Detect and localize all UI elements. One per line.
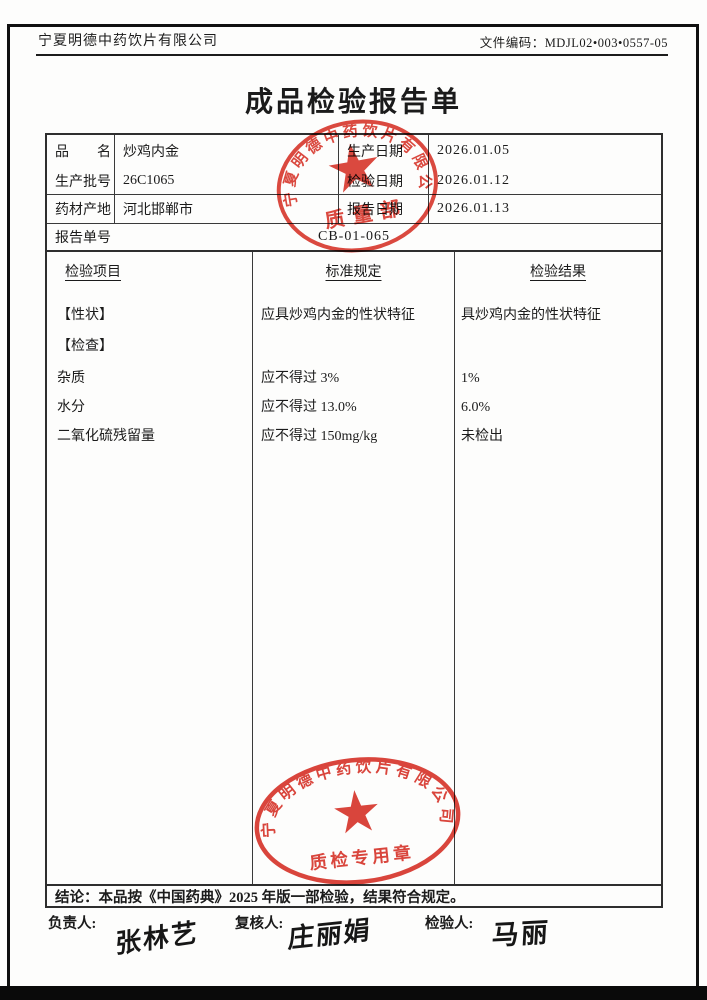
inspection-table: 检验项目 【性状】 【检查】 杂质 水分 二氧化硫残留量 标准规定 应具炒鸡内金… bbox=[45, 250, 663, 886]
result-check bbox=[455, 337, 661, 357]
standard-moisture: 应不得过 13.0% bbox=[261, 400, 357, 415]
results-column: 检验结果 具炒鸡内金的性状特征 1% 6.0% 未检出 bbox=[454, 252, 661, 884]
page-frame-left bbox=[7, 24, 10, 1000]
page-title: 成品检验报告单 bbox=[244, 87, 462, 118]
inspector-label: 检验人: bbox=[425, 916, 474, 932]
product-name-label: 品 名 bbox=[47, 135, 115, 167]
conclusion-row: 结论：本品按《中国药典》2025 年版一部检验，结果符合规定。 bbox=[45, 884, 663, 908]
header-rule bbox=[36, 54, 668, 56]
result-so2: 未检出 bbox=[461, 429, 503, 444]
report-date-label: 报告日期 bbox=[339, 195, 429, 224]
origin-label: 药材产地 bbox=[47, 195, 115, 224]
result-moisture: 6.0% bbox=[461, 400, 491, 415]
report-no-label: 报告单号 bbox=[55, 231, 111, 246]
item-moisture: 水分 bbox=[57, 400, 85, 415]
page-frame-bottom bbox=[0, 986, 707, 1000]
company-name: 宁夏明德中药饮片有限公司 bbox=[38, 34, 218, 49]
inspection-items-column: 检验项目 【性状】 【检查】 杂质 水分 二氧化硫残留量 bbox=[47, 252, 252, 884]
standard-check bbox=[253, 337, 454, 357]
origin-value: 河北邯郸市 bbox=[115, 195, 339, 224]
item-check: 【检查】 bbox=[57, 339, 113, 354]
column-header-standard: 标准规定 bbox=[325, 265, 382, 280]
report-no-value: CB-01-065 bbox=[318, 229, 390, 244]
product-name-value: 炒鸡内金 bbox=[115, 135, 339, 167]
production-date-value: 2026.01.05 bbox=[437, 143, 510, 158]
production-date-label: 生产日期 bbox=[339, 135, 429, 167]
inspection-date-label: 检验日期 bbox=[339, 167, 429, 195]
item-impurity: 杂质 bbox=[57, 371, 85, 386]
reviewer-signature: 庄丽娟 bbox=[287, 915, 373, 954]
standard-appearance: 应具炒鸡内金的性状特征 bbox=[261, 308, 415, 323]
document-code: 文件编码：MDJL02•003•0557-05 bbox=[479, 36, 668, 50]
result-impurity: 1% bbox=[461, 371, 480, 386]
column-header-result: 检验结果 bbox=[530, 265, 586, 280]
conclusion-text: 结论：本品按《中国药典》2025 年版一部检验，结果符合规定。 bbox=[55, 889, 465, 906]
result-appearance: 具炒鸡内金的性状特征 bbox=[461, 308, 601, 323]
inspection-date-value: 2026.01.12 bbox=[429, 167, 661, 195]
responsible-person-signature: 张林艺 bbox=[115, 918, 199, 960]
standard-so2: 应不得过 150mg/kg bbox=[261, 429, 378, 444]
product-info-table: 品 名 炒鸡内金 生产日期 2026.01.05 生产批号 26C1065 检验… bbox=[45, 133, 663, 252]
page-frame-top bbox=[8, 24, 698, 27]
batch-no-value: 26C1065 bbox=[115, 167, 339, 195]
page-frame-right bbox=[696, 24, 699, 1000]
column-header-items: 检验项目 bbox=[65, 265, 121, 280]
report-date-value: 2026.01.13 bbox=[429, 195, 661, 224]
item-appearance: 【性状】 bbox=[57, 308, 113, 323]
standards-column: 标准规定 应具炒鸡内金的性状特征 应不得过 3% 应不得过 13.0% 应不得过… bbox=[252, 252, 454, 884]
report-no-row: 报告单号 CB-01-065 bbox=[47, 224, 661, 250]
reviewer-label: 复核人: bbox=[235, 916, 284, 932]
inspector-signature: 马丽 bbox=[491, 917, 551, 951]
batch-no-label: 生产批号 bbox=[47, 167, 115, 195]
responsible-person-label: 负责人: bbox=[48, 916, 97, 932]
item-so2: 二氧化硫残留量 bbox=[57, 429, 155, 444]
standard-impurity: 应不得过 3% bbox=[261, 371, 340, 386]
